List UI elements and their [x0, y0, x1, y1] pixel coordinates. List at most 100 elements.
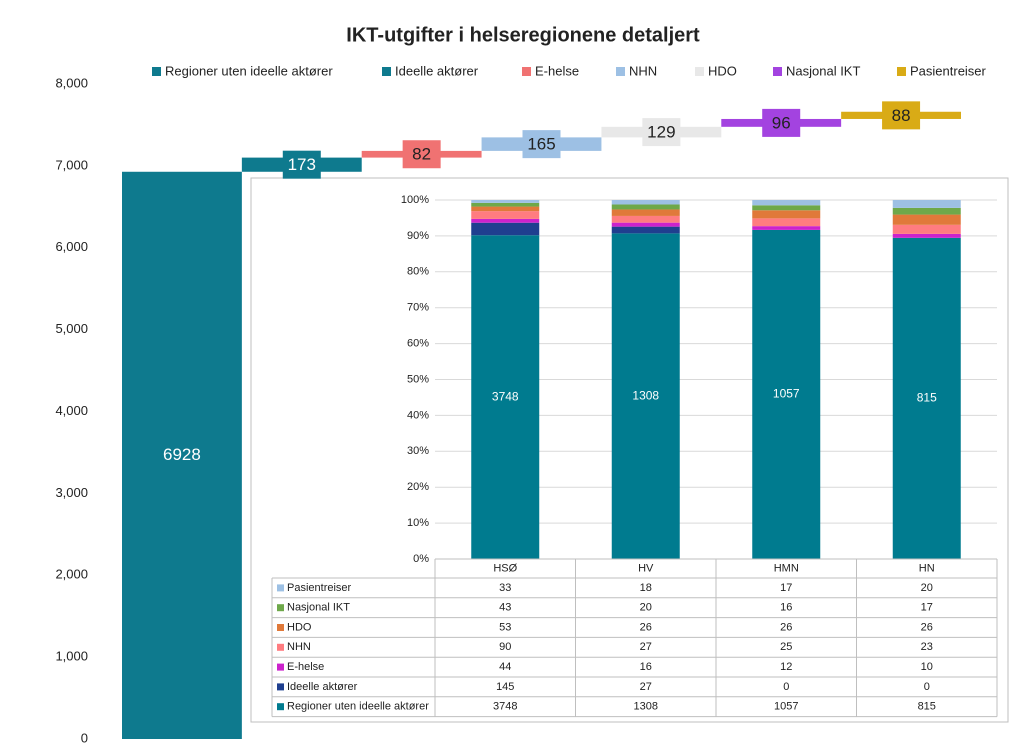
table-cell: 25	[780, 641, 792, 653]
x-tick-label: HSØ	[493, 562, 517, 574]
bar-segment	[611, 204, 680, 210]
legend-label: Ideelle aktører	[287, 681, 358, 693]
legend-marker	[773, 67, 782, 76]
bar-segment	[892, 233, 961, 238]
legend-label: Pasientreiser	[287, 582, 352, 594]
data-label: 1308	[632, 388, 659, 402]
data-label: 6928	[163, 445, 201, 464]
table-cell: 16	[640, 661, 652, 673]
bar-segment	[611, 233, 680, 560]
y-tick-label: 8,000	[55, 75, 88, 90]
legend-marker	[277, 584, 284, 592]
x-tick-label: HN	[919, 562, 935, 574]
table-cell: 27	[640, 681, 652, 693]
y-tick-label: 0%	[413, 553, 429, 565]
table-cell: 90	[499, 641, 511, 653]
bar-segment	[752, 210, 821, 219]
bar-segment	[471, 222, 540, 236]
bar-segment	[611, 200, 680, 205]
data-label: 96	[772, 113, 791, 132]
legend-marker	[277, 703, 284, 711]
legend-label: NHN	[287, 641, 311, 653]
table-cell: 145	[496, 681, 514, 693]
legend-label: Ideelle aktører	[395, 63, 479, 78]
bar-segment	[752, 200, 821, 206]
bar-segment	[471, 206, 540, 212]
y-tick-label: 0	[81, 730, 88, 745]
legend-marker	[522, 67, 531, 76]
table-cell: 17	[921, 602, 933, 614]
bar-segment	[892, 214, 961, 225]
bar-segment	[611, 222, 680, 227]
y-tick-label: 30%	[407, 445, 429, 457]
y-tick-label: 20%	[407, 481, 429, 493]
table-cell: 16	[780, 602, 792, 614]
bar-segment	[752, 205, 821, 211]
y-tick-label: 7,000	[55, 157, 88, 172]
legend-label: Pasientreiser	[910, 63, 987, 78]
data-label-box	[642, 118, 681, 147]
table-cell: 12	[780, 661, 792, 673]
y-tick-label: 60%	[407, 338, 429, 350]
data-label: 82	[412, 145, 431, 164]
table-cell: 43	[499, 602, 511, 614]
y-tick-label: 6,000	[55, 239, 88, 254]
bar-segment	[611, 209, 680, 216]
data-label: 88	[892, 106, 911, 125]
table-cell: 3748	[493, 701, 517, 713]
data-label-box	[282, 150, 321, 179]
data-label-box	[882, 101, 921, 130]
legend-label: E-helse	[287, 661, 324, 673]
table-cell: 0	[783, 681, 789, 693]
legend-marker	[277, 663, 284, 671]
data-label: 129	[647, 123, 675, 142]
table-cell: 27	[640, 641, 652, 653]
table-cell: 1057	[774, 701, 798, 713]
y-tick-label: 1,000	[55, 649, 88, 664]
x-tick-label: HMN	[774, 562, 799, 574]
y-tick-label: 100%	[401, 194, 429, 206]
data-label: 165	[527, 135, 555, 154]
table-cell: 26	[640, 621, 652, 633]
bar-segment	[892, 224, 961, 234]
y-tick-label: 70%	[407, 302, 429, 314]
table-cell: 20	[921, 582, 933, 594]
data-label-box	[762, 108, 801, 137]
y-tick-label: 40%	[407, 409, 429, 421]
legend-marker	[277, 604, 284, 612]
data-label: 815	[917, 391, 937, 405]
table-cell: 26	[780, 621, 792, 633]
bar-segment	[611, 226, 680, 234]
legend-marker	[616, 67, 625, 76]
y-tick-label: 2,000	[55, 567, 88, 582]
table-cell: 0	[924, 681, 930, 693]
table-cell: 1308	[634, 701, 658, 713]
bar-segment	[471, 235, 540, 559]
legend-label: E-helse	[535, 63, 579, 78]
y-tick-label: 5,000	[55, 321, 88, 336]
bar-segment	[752, 226, 821, 230]
data-label: 173	[288, 155, 316, 174]
bar-segment	[471, 200, 540, 203]
bar-segment	[471, 211, 540, 219]
legend-label: Nasjonal IKT	[786, 63, 860, 78]
bar-segment	[892, 207, 961, 215]
legend-label: Nasjonal IKT	[287, 602, 350, 614]
legend-marker	[277, 643, 284, 651]
data-label-box	[522, 130, 561, 159]
waterfall-bar	[122, 171, 242, 739]
table-cell: 18	[640, 582, 652, 594]
table-cell: 17	[780, 582, 792, 594]
data-label-box	[402, 140, 441, 169]
bar-segment	[471, 218, 540, 223]
bar-segment	[471, 202, 540, 207]
table-cell: 26	[921, 621, 933, 633]
bar-segment	[892, 200, 961, 208]
x-tick-label: HV	[638, 562, 654, 574]
legend-marker	[152, 67, 161, 76]
y-tick-label: 50%	[407, 373, 429, 385]
legend-marker	[897, 67, 906, 76]
legend-label: Regioner uten ideelle aktører	[165, 63, 333, 78]
bar-segment	[892, 237, 961, 560]
